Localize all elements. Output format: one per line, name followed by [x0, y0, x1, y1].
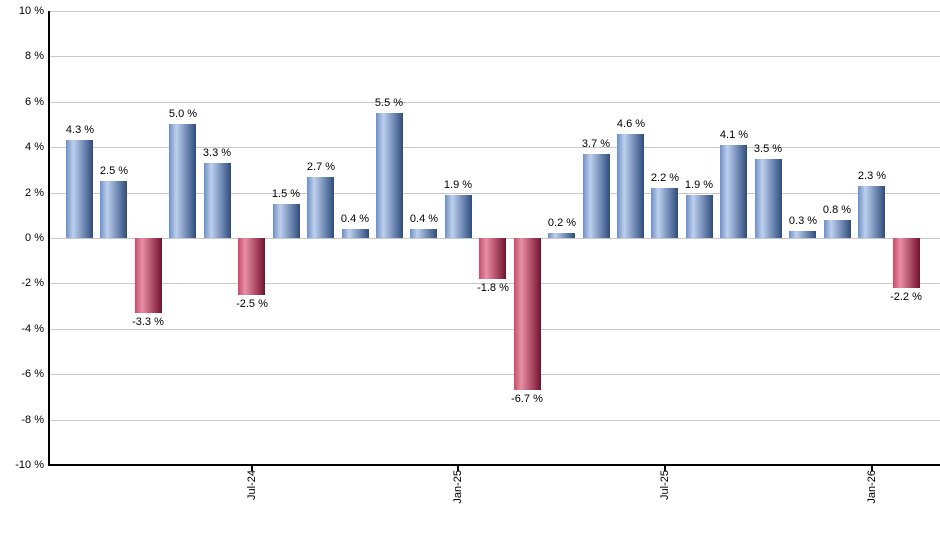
positive-bar: [755, 159, 782, 238]
y-axis-tick-label: 0 %: [25, 232, 44, 244]
x-axis-tick-mark: [871, 465, 873, 471]
bar-value-label: 3.3 %: [202, 147, 232, 159]
bar-value-label: 5.0 %: [168, 108, 198, 120]
x-axis-tick-label: Jul-25: [659, 470, 671, 500]
y-axis-tick-label: -8 %: [21, 414, 44, 426]
y-axis-tick-label: 10 %: [18, 5, 44, 17]
positive-bar: [66, 140, 93, 238]
bar-value-label: 5.5 %: [374, 97, 404, 109]
bar-value-label: 4.3 %: [65, 124, 95, 136]
y-axis-tick-label: 8 %: [25, 50, 44, 62]
gridline: [49, 102, 940, 103]
negative-bar: [238, 238, 265, 295]
positive-bar: [548, 233, 575, 238]
x-axis-tick-mark: [251, 465, 253, 471]
bar-value-label: 4.1 %: [719, 129, 749, 141]
y-axis-tick-label: 2 %: [25, 187, 44, 199]
bar-value-label: 4.6 %: [616, 118, 646, 130]
y-axis-tick-label: -2 %: [21, 277, 44, 289]
positive-bar: [100, 181, 127, 238]
bar-value-label: 3.7 %: [581, 138, 611, 150]
bar-value-label: 2.5 %: [99, 165, 129, 177]
gridline: [49, 283, 940, 284]
positive-bar: [204, 163, 231, 238]
bar-value-label: 2.3 %: [857, 170, 887, 182]
positive-bar: [858, 186, 885, 238]
positive-bar: [307, 177, 334, 238]
bar-value-label: 0.2 %: [547, 217, 577, 229]
bar-value-label: -6.7 %: [511, 393, 543, 405]
bar-value-label: -1.8 %: [477, 282, 509, 294]
positive-bar: [651, 188, 678, 238]
positive-bar: [410, 229, 437, 238]
bar-value-label: -3.3 %: [132, 316, 164, 328]
x-axis-tick-mark: [457, 465, 459, 471]
positive-bar: [273, 204, 300, 238]
x-axis-tick-mark: [664, 465, 666, 471]
positive-bar: [169, 124, 196, 238]
gridline: [49, 56, 940, 57]
y-axis-tick-label: 6 %: [25, 96, 44, 108]
negative-bar: [514, 238, 541, 390]
y-axis-line: [48, 11, 50, 466]
positive-bar: [720, 145, 747, 238]
y-axis-tick-label: -4 %: [21, 323, 44, 335]
bar-value-label: 1.9 %: [443, 179, 473, 191]
bar-value-label: 1.5 %: [271, 188, 301, 200]
bar-value-label: 1.9 %: [684, 179, 714, 191]
bar-value-label: 0.4 %: [340, 213, 370, 225]
y-axis-tick-label: -10 %: [15, 459, 44, 471]
gridline: [49, 420, 940, 421]
bar-value-label: 0.4 %: [409, 213, 439, 225]
bar-value-label: 3.5 %: [753, 143, 783, 155]
gridline: [49, 374, 940, 375]
negative-bar: [479, 238, 506, 279]
y-axis-tick-label: -6 %: [21, 368, 44, 380]
bar-value-label: -2.5 %: [236, 298, 268, 310]
positive-bar: [376, 113, 403, 238]
positive-bar: [617, 134, 644, 238]
bar-value-label: -2.2 %: [890, 291, 922, 303]
gridline: [49, 193, 940, 194]
negative-bar: [135, 238, 162, 313]
positive-bar: [789, 231, 816, 238]
gridline: [49, 11, 940, 12]
negative-bar: [893, 238, 920, 288]
y-axis-tick-label: 4 %: [25, 141, 44, 153]
bar-value-label: 0.3 %: [788, 215, 818, 227]
positive-bar: [342, 229, 369, 238]
bar-value-label: 0.8 %: [822, 204, 852, 216]
x-axis-tick-label: Jan-25: [452, 470, 464, 504]
bar-value-label: 2.7 %: [306, 161, 336, 173]
gridline: [49, 147, 940, 148]
positive-bar: [445, 195, 472, 238]
positive-bar: [824, 220, 851, 238]
gridline: [49, 329, 940, 330]
x-axis-tick-label: Jan-26: [866, 470, 878, 504]
x-axis-line: [48, 464, 940, 466]
bar-value-label: 2.2 %: [650, 172, 680, 184]
positive-bar: [686, 195, 713, 238]
positive-bar: [583, 154, 610, 238]
x-axis-tick-label: Jul-24: [246, 470, 258, 500]
